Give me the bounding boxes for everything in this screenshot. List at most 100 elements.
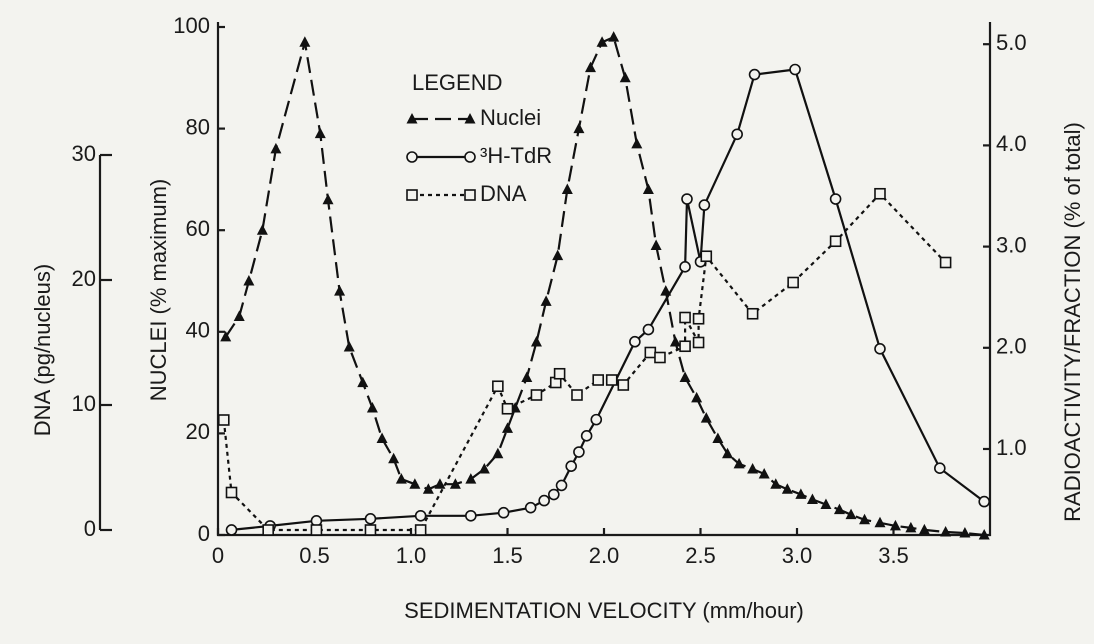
y-tick-label: 60 (186, 216, 210, 241)
y3-tick-label: 10 (72, 391, 96, 416)
circle-marker (580, 430, 593, 442)
series-line (222, 192, 947, 532)
triangle-marker (691, 391, 703, 403)
y2-tick-label: 4.0 (996, 131, 1027, 156)
square-marker (310, 524, 323, 536)
legend-title: LEGEND (412, 70, 502, 95)
y2-axis-title: RADIOACTIVITY/FRACTION (% of total) (1060, 122, 1085, 522)
circle-marker (681, 193, 693, 205)
square-marker (692, 312, 705, 325)
square-marker (414, 524, 427, 536)
triangle-marker (940, 525, 952, 537)
triangle-marker (747, 462, 759, 474)
legend-label: ³H-TdR (480, 143, 552, 168)
triangle-marker (781, 483, 793, 494)
triangle-marker (434, 478, 446, 489)
square-marker (644, 346, 657, 359)
y2-tick-label: 3.0 (996, 232, 1027, 257)
triangle-marker (712, 432, 724, 443)
square-marker (829, 235, 842, 248)
circle-marker (548, 488, 560, 501)
triangle-marker (502, 422, 513, 433)
x-tick-label: 0.5 (299, 543, 330, 568)
triangle-marker (561, 183, 573, 195)
square-marker (501, 402, 514, 415)
triangle-marker (795, 488, 807, 499)
circle-marker (829, 193, 842, 205)
triangle-marker (722, 447, 734, 459)
circle-marker (464, 151, 476, 163)
square-marker (364, 524, 377, 536)
circle-marker (565, 460, 577, 472)
square-marker (571, 389, 583, 401)
square-marker (874, 187, 886, 200)
square-marker (692, 336, 705, 349)
y3-tick-label: 20 (72, 266, 96, 291)
x-axis-title: SEDIMENTATION VELOCITY (mm/hour) (404, 598, 804, 623)
triangle-marker (552, 249, 564, 261)
x-tick-label: 1.0 (396, 543, 427, 568)
triangle-marker (388, 452, 400, 464)
x-tick-label: 3.5 (878, 543, 909, 568)
triangle-marker (631, 137, 643, 149)
y2-tick-label: 5.0 (996, 30, 1027, 55)
triangle-marker (409, 478, 421, 489)
square-marker (225, 486, 238, 499)
circle-marker (414, 509, 427, 522)
circle-marker (748, 68, 761, 81)
y3-axis-title: DNA (pg/nucleus) (30, 264, 55, 436)
triangle-marker (233, 310, 245, 322)
triangle-marker (395, 473, 407, 484)
y2-tick-label: 1.0 (996, 435, 1027, 460)
x-tick-label: 2.0 (589, 543, 620, 568)
triangle-marker (465, 473, 477, 484)
square-marker (787, 276, 799, 289)
triangle-marker (343, 341, 355, 352)
triangle-marker (650, 239, 662, 250)
square-marker (939, 256, 952, 269)
triangle-marker (918, 523, 930, 535)
legend-label: Nuclei (480, 105, 541, 130)
y2-tick-label: 2.0 (996, 334, 1027, 359)
circle-marker (874, 343, 886, 355)
triangle-marker (874, 516, 886, 528)
square-marker (654, 351, 666, 364)
y-tick-label: 20 (186, 419, 210, 444)
triangle-marker (220, 330, 232, 342)
circle-marker (406, 151, 418, 163)
y-axis-title: NUCLEI (% maximum) (146, 179, 171, 401)
triangle-marker (449, 478, 461, 489)
y3-tick-label: 30 (72, 141, 96, 166)
triangle-marker (573, 122, 585, 134)
triangle-marker (733, 457, 745, 469)
circle-marker (934, 462, 946, 475)
triangle-marker (820, 498, 832, 510)
triangle-marker (406, 113, 418, 124)
square-marker (492, 380, 504, 393)
y3-tick-label: 0 (84, 516, 96, 541)
triangle-marker (700, 412, 712, 423)
circle-marker (629, 335, 641, 348)
triangle-marker (540, 295, 552, 306)
circle-marker (465, 509, 477, 522)
square-marker (592, 374, 605, 386)
triangle-marker (679, 371, 691, 383)
circle-marker (573, 446, 585, 458)
x-tick-label: 0 (212, 543, 224, 568)
triangle-marker (758, 468, 770, 479)
square-marker (605, 374, 618, 386)
y-tick-label: 40 (186, 318, 210, 343)
x-tick-label: 2.5 (685, 543, 716, 568)
square-marker (679, 311, 691, 324)
triangle-marker (256, 224, 268, 235)
square-marker (262, 524, 274, 536)
triangle-marker (833, 503, 845, 515)
triangle-marker (243, 275, 255, 286)
circle-marker (731, 128, 743, 141)
triangle-marker (492, 447, 504, 459)
circle-marker (642, 323, 655, 336)
triangle-marker (584, 61, 596, 73)
triangle-marker (596, 36, 608, 47)
triangle-marker (608, 31, 620, 42)
